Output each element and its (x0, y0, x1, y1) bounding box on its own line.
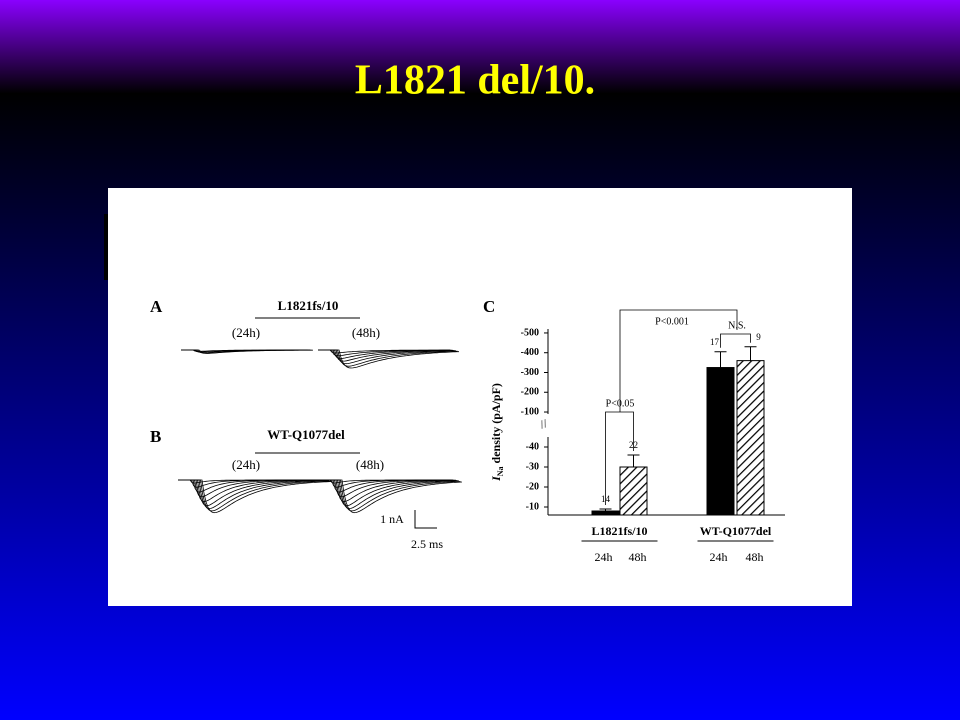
trace (181, 349, 314, 354)
trace (318, 479, 461, 512)
significance-bracket (619, 309, 738, 412)
trace (318, 349, 459, 369)
y-tick-label: -20 (526, 481, 539, 492)
figure-edge (104, 214, 108, 280)
y-tick-label: -300 (521, 367, 539, 378)
error-bar (627, 454, 640, 467)
scale-label: 2.5 ms (411, 537, 443, 551)
series-label: 48h (746, 550, 764, 564)
time-label: (48h) (356, 457, 384, 472)
bar (706, 367, 735, 516)
time-label: (24h) (232, 325, 260, 340)
trace (318, 349, 458, 367)
axis-break: // (538, 416, 550, 432)
y-axis-label: INa density (pA/pF) (489, 383, 505, 482)
error-bar (744, 346, 757, 361)
bar-chart: -10 -20 -30 -40 -100 -200 -300 -400 -500 // L1821f… (521, 309, 785, 564)
error-bar (599, 508, 612, 511)
trace (318, 479, 457, 503)
category-label: WT-Q1077del (700, 524, 772, 538)
significance-bracket (720, 333, 751, 348)
series-label: 24h (595, 550, 613, 564)
series-label: 48h (629, 550, 647, 564)
y-tick-label: -10 (526, 501, 539, 512)
scale-label: 1 nA (380, 512, 404, 526)
series-label: 24h (710, 550, 728, 564)
trace (178, 479, 330, 510)
y-tick-label: -500 (521, 327, 539, 338)
category-label: L1821fs/10 (591, 524, 647, 538)
n-label: 9 (756, 332, 761, 342)
panel-label: A (150, 297, 163, 316)
significance-label: P<0.001 (655, 316, 689, 327)
slide-title: L1821 del/10. (355, 58, 595, 104)
y-tick-label: -40 (526, 441, 539, 452)
time-label: (24h) (232, 457, 260, 472)
trace (318, 349, 453, 359)
bar (619, 466, 648, 516)
trace (318, 479, 463, 514)
y-tick-label: -100 (521, 406, 539, 417)
current-traces (178, 349, 463, 514)
time-label: (48h) (352, 325, 380, 340)
trace (178, 479, 333, 514)
trace (178, 479, 331, 512)
y-label-text: density (pA/pF) (489, 383, 503, 463)
y-label-symbol: I (489, 475, 503, 482)
y-tick-label: -200 (521, 387, 539, 398)
trace (178, 479, 328, 507)
trace (318, 479, 458, 507)
bar (591, 510, 620, 516)
construct-label: WT-Q1077del (267, 427, 345, 442)
scale-bar (414, 510, 437, 529)
trace (318, 349, 456, 365)
error-bar (714, 351, 727, 368)
panel-label: C (483, 297, 495, 316)
y-label-subscript: Na (496, 466, 505, 476)
trace (318, 479, 459, 510)
y-tick-label: -400 (521, 347, 539, 358)
y-tick-label: -30 (526, 461, 539, 472)
bar (736, 360, 765, 516)
significance-bracket (605, 411, 634, 505)
construct-label: L1821fs/10 (278, 298, 339, 313)
n-label: 17 (710, 337, 720, 347)
panel-label: B (150, 427, 161, 446)
trace (318, 349, 455, 362)
